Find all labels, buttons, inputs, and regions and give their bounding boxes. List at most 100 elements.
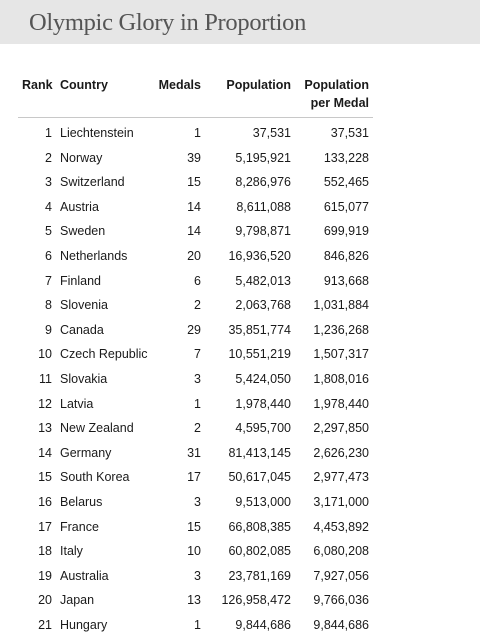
cell-medals: 31 <box>187 445 201 460</box>
table-row: 2 Norway 39 5,195,921 133,228 <box>18 146 373 171</box>
cell-medals: 3 <box>194 568 201 583</box>
cell-population: 126,958,472 <box>221 593 291 608</box>
table-row: 5 Sweden 14 9,798,871 699,919 <box>18 219 373 244</box>
cell-population: 2,063,768 <box>235 298 291 313</box>
cell-rank: 9 <box>45 322 52 337</box>
cell-medals: 2 <box>194 421 201 436</box>
cell-population: 37,531 <box>252 126 291 140</box>
cell-population: 8,286,976 <box>235 175 291 190</box>
cell-country: New Zealand <box>60 421 134 436</box>
cell-medals: 6 <box>194 273 201 288</box>
page-title: Olympic Glory in Proportion <box>29 9 307 36</box>
cell-rank: 1 <box>45 126 52 140</box>
cell-rank: 17 <box>38 519 52 534</box>
cell-population: 9,513,000 <box>235 494 291 509</box>
cell-medals: 17 <box>187 470 201 485</box>
cell-population-per-medal: 3,171,000 <box>313 494 369 509</box>
cell-rank: 20 <box>38 593 52 608</box>
table-row: 6 Netherlands 20 16,936,520 846,826 <box>18 244 373 269</box>
cell-population: 9,798,871 <box>235 224 291 239</box>
cell-population-per-medal: 552,465 <box>323 175 369 190</box>
cell-population-per-medal: 913,668 <box>323 273 369 288</box>
table-row: 19 Australia 3 23,781,169 7,927,056 <box>18 564 373 589</box>
cell-medals: 15 <box>187 175 201 190</box>
cell-medals: 14 <box>187 224 201 239</box>
cell-population-per-medal: 615,077 <box>323 199 369 214</box>
cell-medals: 7 <box>194 347 201 362</box>
cell-country: Germany <box>60 445 112 460</box>
cell-population-per-medal: 699,919 <box>323 224 369 239</box>
cell-country: Hungary <box>60 617 108 632</box>
cell-population-per-medal: 1,507,317 <box>313 347 369 362</box>
cell-country: Switzerland <box>60 175 125 190</box>
cell-population-per-medal: 133,228 <box>323 150 369 165</box>
cell-medals: 15 <box>187 519 201 534</box>
title-bar: Olympic Glory in Proportion <box>0 0 480 44</box>
cell-rank: 16 <box>38 494 52 509</box>
cell-country: Italy <box>60 544 83 559</box>
cell-country: Sweden <box>60 224 106 239</box>
data-table: Rank Country Medals Population Populatio… <box>18 72 373 637</box>
cell-population: 5,195,921 <box>235 150 291 165</box>
cell-country: South Korea <box>60 470 130 485</box>
cell-rank: 21 <box>38 617 52 632</box>
cell-population-per-medal: 9,844,686 <box>313 617 369 632</box>
table-row: 12 Latvia 1 1,978,440 1,978,440 <box>18 392 373 417</box>
cell-country: Slovenia <box>60 298 108 313</box>
cell-population: 8,611,088 <box>236 199 291 214</box>
cell-rank: 6 <box>45 248 52 263</box>
header-country: Country <box>60 78 108 92</box>
table-row: 20 Japan 13 126,958,472 9,766,036 <box>18 588 373 613</box>
cell-medals: 13 <box>187 593 201 608</box>
cell-rank: 13 <box>38 421 52 436</box>
cell-country: Japan <box>60 593 95 608</box>
cell-population: 16,936,520 <box>228 248 291 263</box>
cell-population: 60,802,085 <box>228 544 291 559</box>
cell-population-per-medal: 7,927,056 <box>313 568 369 583</box>
cell-population-per-medal: 6,080,208 <box>313 544 369 559</box>
table-row: 11 Slovakia 3 5,424,050 1,808,016 <box>18 367 373 392</box>
cell-population-per-medal: 37,531 <box>330 126 369 140</box>
cell-rank: 5 <box>45 224 52 239</box>
header-population: Population <box>226 78 291 92</box>
cell-rank: 14 <box>38 445 52 460</box>
cell-medals: 39 <box>187 150 201 165</box>
table-row: 17 France 15 66,808,385 4,453,892 <box>18 515 373 540</box>
table-row: 21 Hungary 1 9,844,686 9,844,686 <box>18 613 373 637</box>
header-medals: Medals <box>158 78 201 92</box>
header-population-per-medal: Population per Medal <box>304 76 369 112</box>
cell-country: Slovakia <box>60 371 108 386</box>
cell-population: 81,413,145 <box>228 445 291 460</box>
cell-population: 10,551,219 <box>228 347 291 362</box>
cell-rank: 10 <box>38 347 52 362</box>
cell-country: Czech Republic <box>60 347 148 362</box>
cell-medals: 10 <box>187 544 201 559</box>
cell-population: 5,482,013 <box>235 273 291 288</box>
cell-medals: 3 <box>194 371 201 386</box>
table-header: Rank Country Medals Population Populatio… <box>18 72 373 118</box>
cell-population: 4,595,700 <box>235 421 291 436</box>
cell-medals: 29 <box>187 322 201 337</box>
cell-population: 5,424,050 <box>235 371 291 386</box>
cell-rank: 11 <box>39 371 52 386</box>
cell-rank: 7 <box>45 273 52 288</box>
table-row: 16 Belarus 3 9,513,000 3,171,000 <box>18 490 373 515</box>
cell-country: Canada <box>60 322 104 337</box>
cell-medals: 1 <box>194 396 201 411</box>
cell-country: Austria <box>60 199 99 214</box>
cell-population: 1,978,440 <box>235 396 291 411</box>
cell-medals: 1 <box>194 126 201 140</box>
table-row: 18 Italy 10 60,802,085 6,080,208 <box>18 539 373 564</box>
cell-rank: 2 <box>45 150 52 165</box>
cell-country: Norway <box>60 150 103 165</box>
cell-population-per-medal: 1,808,016 <box>313 371 369 386</box>
header-rank: Rank <box>22 78 53 92</box>
cell-rank: 15 <box>38 470 52 485</box>
cell-population-per-medal: 9,766,036 <box>313 593 369 608</box>
table-row: 14 Germany 31 81,413,145 2,626,230 <box>18 441 373 466</box>
cell-medals: 2 <box>194 298 201 313</box>
table-row: 9 Canada 29 35,851,774 1,236,268 <box>18 318 373 343</box>
cell-rank: 19 <box>38 568 52 583</box>
cell-population-per-medal: 2,977,473 <box>313 470 369 485</box>
cell-medals: 20 <box>187 248 201 263</box>
